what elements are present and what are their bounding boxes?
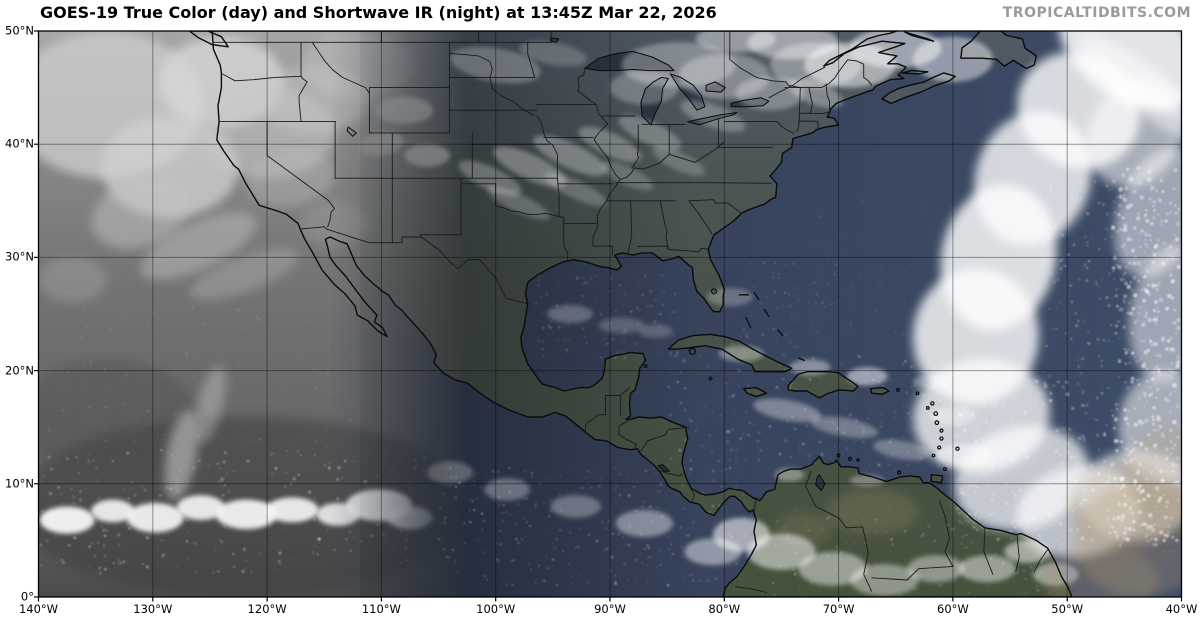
lon-tick-label: 40°W [1165, 602, 1198, 616]
lon-tick-label: 90°W [594, 602, 626, 616]
lon-tick-label: 120°W [247, 602, 287, 616]
lat-tick-label: 30°N [5, 249, 34, 264]
lat-tick-label: 10°N [5, 476, 34, 491]
lon-tick-label: 110°W [361, 602, 401, 616]
lat-tick-label: 40°N [5, 136, 34, 151]
lon-tick-label: 50°W [1051, 602, 1084, 616]
image-title: GOES-19 True Color (day) and Shortwave I… [40, 3, 717, 22]
lon-tick-label: 140°W [18, 602, 59, 616]
lon-tick-label: 80°W [708, 602, 741, 616]
lon-tick-label: 60°W [937, 602, 969, 616]
lat-tick-label: 0° [20, 589, 34, 604]
lon-tick-label: 100°W [476, 602, 516, 616]
lat-tick-label: 20°N [5, 362, 34, 377]
lat-tick-label: 50°N [5, 23, 34, 38]
lon-tick-label: 70°W [822, 602, 855, 616]
tropicaltidbits-watermark: TROPICALTIDBITS.COM [1002, 5, 1191, 21]
lon-tick-label: 130°W [133, 602, 173, 616]
